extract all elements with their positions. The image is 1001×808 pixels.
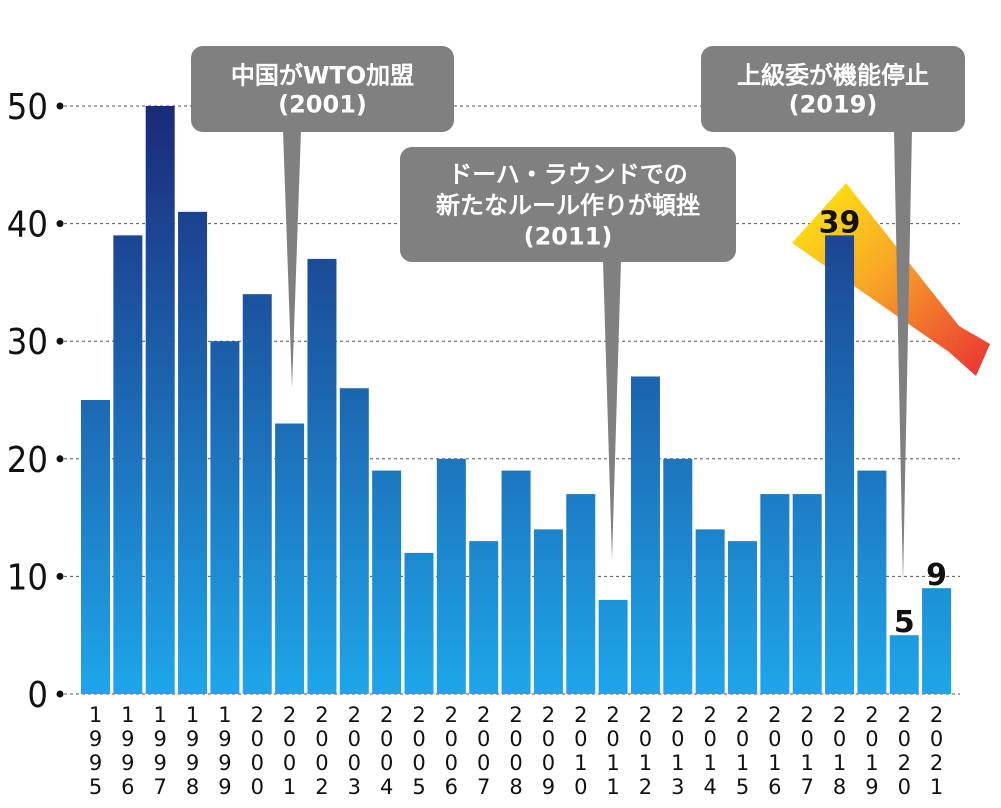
callout-line: 新たなルール作りが頓挫 bbox=[436, 192, 700, 220]
y-tick-label-20: 20 bbox=[7, 440, 48, 481]
annotations: 中国がWTO加盟(2001)ドーハ・ラウンドでの新たなルール作りが頓挫(2011… bbox=[191, 46, 965, 583]
bar-2016 bbox=[760, 494, 790, 694]
callout-pointer bbox=[283, 130, 301, 388]
bar-2010 bbox=[566, 494, 596, 694]
callout-box bbox=[191, 46, 454, 132]
y-tick-label-30: 30 bbox=[7, 322, 48, 363]
downward-trend-arrow bbox=[792, 183, 990, 376]
bar-2009 bbox=[533, 529, 563, 694]
bar-2013 bbox=[663, 458, 693, 694]
data-label-2018: 39 bbox=[819, 205, 861, 240]
y-tick-label-10: 10 bbox=[7, 557, 48, 598]
callout-line: (2001) bbox=[278, 91, 367, 119]
bar-1996 bbox=[113, 235, 143, 695]
bar-2017 bbox=[792, 494, 822, 694]
bar-1995 bbox=[81, 400, 110, 694]
bar-2000 bbox=[242, 294, 272, 694]
data-label-2020: 5 bbox=[894, 605, 915, 640]
bar-2011 bbox=[598, 599, 628, 694]
x-axis-labels: 1 9 9 5 1 9 9 6 1 9 9 7 1 9 9 8 1 9 9 9 2 0 0 0 2 0 0 1 2 0 0 2 2 0 0 3 2 0 0 4… bbox=[89, 703, 943, 799]
y-tick-dot-20 bbox=[56, 455, 64, 463]
callout-line: 中国がWTO加盟 bbox=[231, 62, 414, 90]
bar-2012 bbox=[630, 376, 660, 694]
y-tick-dot-40 bbox=[56, 220, 64, 228]
bar-2020 bbox=[889, 635, 919, 694]
callout-line: (2019) bbox=[789, 91, 878, 119]
callout-line: (2011) bbox=[524, 223, 613, 251]
bar-2002 bbox=[307, 258, 337, 694]
callout-pointer bbox=[894, 130, 912, 583]
y-tick-label-40: 40 bbox=[7, 205, 48, 246]
y-tick-label-50: 50 bbox=[7, 87, 48, 128]
y-tick-dot-10 bbox=[56, 572, 64, 580]
data-label-2021: 9 bbox=[926, 558, 947, 593]
bar-2014 bbox=[695, 529, 725, 694]
y-tick-label-0: 0 bbox=[27, 675, 48, 716]
bar-2018 bbox=[825, 235, 855, 695]
bar-2006 bbox=[436, 458, 466, 694]
y-tick-dot-30 bbox=[56, 337, 64, 345]
bar-1997 bbox=[145, 106, 175, 694]
bar-2015 bbox=[728, 541, 757, 694]
y-tick-dot-50 bbox=[56, 102, 64, 110]
data-labels: 39 59 bbox=[819, 205, 947, 640]
callout-2001: 中国がWTO加盟(2001) bbox=[191, 46, 454, 388]
callout-box bbox=[400, 147, 736, 262]
callout-box bbox=[701, 46, 965, 132]
bar-2019 bbox=[857, 470, 887, 694]
bar-1999 bbox=[210, 341, 240, 694]
bar-2003 bbox=[339, 388, 369, 694]
y-axis: 0 10 20 30 40 50 bbox=[7, 87, 64, 716]
y-tick-dot-0 bbox=[56, 690, 64, 698]
bar-2021 bbox=[922, 588, 952, 694]
bar-2001 bbox=[275, 423, 305, 694]
callout-line: 上級委が機能停止 bbox=[737, 62, 929, 90]
bars bbox=[81, 106, 952, 695]
bar-2008 bbox=[501, 470, 531, 694]
callout-pointer bbox=[603, 260, 621, 560]
callout-line: ドーハ・ラウンドでの bbox=[448, 161, 688, 189]
bar-2004 bbox=[372, 470, 402, 694]
bar-1998 bbox=[178, 211, 208, 694]
bar-2005 bbox=[404, 552, 434, 694]
callout-2020: 上級委が機能停止(2019) bbox=[701, 46, 965, 583]
bar-2007 bbox=[469, 541, 499, 694]
trend-arrow-icon bbox=[792, 183, 990, 376]
